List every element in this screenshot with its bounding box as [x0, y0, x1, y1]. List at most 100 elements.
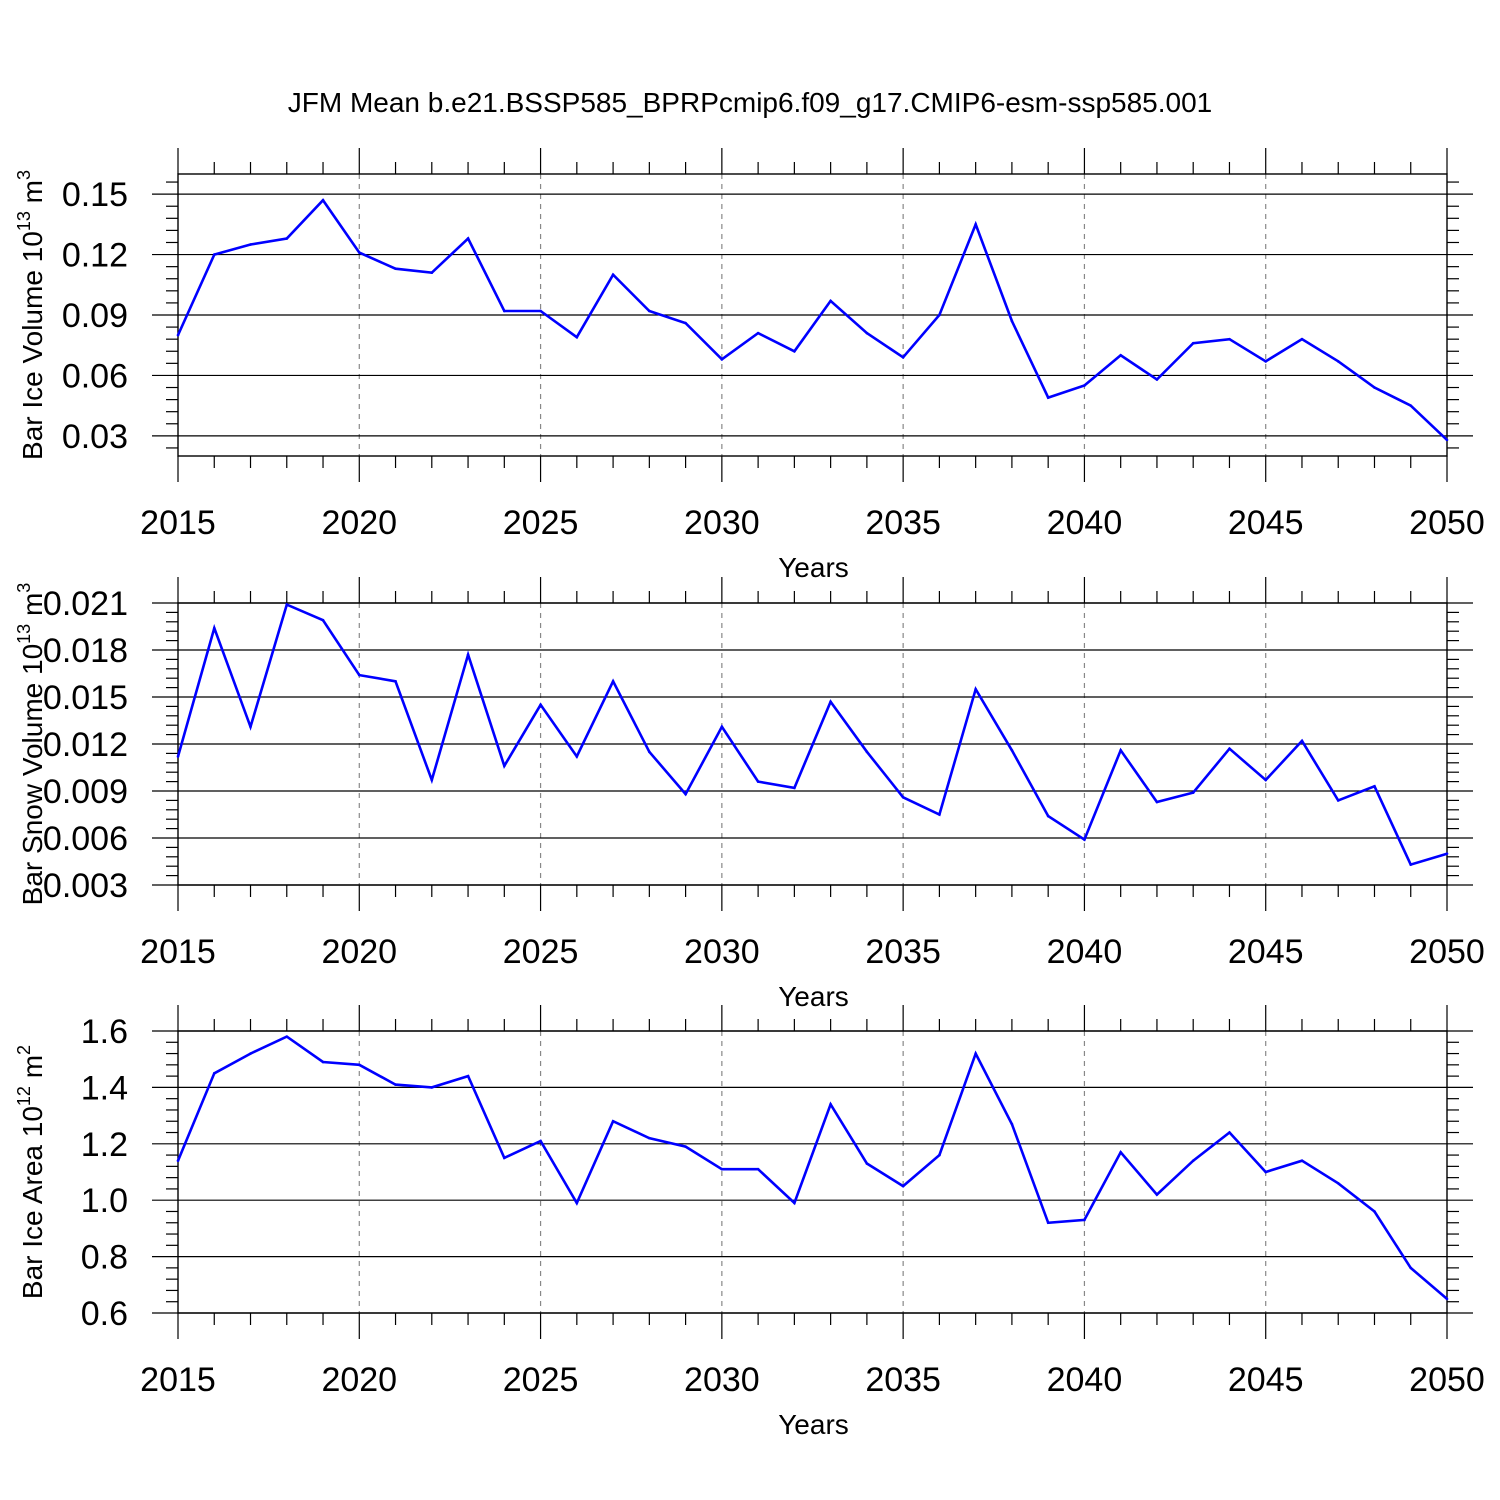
- data-point: [285, 237, 289, 240]
- x-tick-label: 2025: [503, 1361, 579, 1399]
- y-tick-label: 1.6: [81, 1013, 128, 1051]
- data-point: [865, 750, 869, 754]
- data-point: [1300, 739, 1304, 743]
- data-point: [176, 755, 180, 758]
- y-axis-label: Bar Ice Area 1012 m2: [14, 1045, 48, 1299]
- data-point: [865, 1162, 869, 1165]
- data-point: [1300, 1159, 1304, 1163]
- y-axis-label-text: m: [17, 593, 48, 624]
- data-point: [720, 725, 724, 729]
- data-point: [901, 356, 905, 359]
- y-tick-label: 0.03: [62, 418, 128, 456]
- series-line: [176, 198, 1448, 441]
- data-point: [1083, 384, 1086, 387]
- data-point: [1046, 814, 1050, 818]
- x-axis-label: Years: [778, 552, 849, 583]
- data-point: [901, 795, 905, 799]
- y-tick-label: 1.4: [81, 1069, 128, 1107]
- data-point: [394, 680, 397, 683]
- x-tick-label: 2040: [1047, 504, 1123, 542]
- data-point: [1264, 1170, 1268, 1174]
- data-point: [430, 778, 434, 782]
- data-point: [684, 1145, 687, 1148]
- y-axis-label-superscript: 12: [14, 1086, 34, 1106]
- data-point: [756, 331, 760, 335]
- data-point: [648, 309, 651, 313]
- data-point: [1409, 1266, 1413, 1270]
- data-point: [1191, 341, 1195, 345]
- plot-frame: [177, 1030, 1448, 1314]
- data-point: [611, 273, 615, 277]
- y-tick-label: 0.012: [43, 726, 128, 764]
- x-axis-label: Years: [778, 1409, 849, 1440]
- data-point: [1445, 852, 1449, 855]
- data-point: [1373, 386, 1376, 389]
- data-point: [829, 1103, 832, 1106]
- data-point: [793, 1201, 796, 1205]
- data-point: [938, 313, 941, 317]
- data-point: [575, 335, 579, 339]
- data-point: [575, 1201, 579, 1205]
- data-point: [430, 1086, 434, 1089]
- y-tick-label: 1.2: [81, 1126, 128, 1164]
- data-point: [793, 786, 796, 790]
- y-axis-label-superscript: 3: [14, 170, 34, 180]
- y-tick-label: 0.015: [43, 679, 128, 717]
- y-tick-label: 0.018: [43, 632, 128, 670]
- data-point: [1409, 863, 1413, 866]
- data-point: [1010, 319, 1014, 323]
- data-point: [1445, 438, 1449, 442]
- series-line: [176, 1035, 1448, 1300]
- y-tick-label: 0.009: [43, 773, 128, 811]
- data-point: [466, 237, 470, 240]
- data-point: [1191, 1159, 1195, 1163]
- data-point: [1409, 404, 1413, 407]
- x-tick-label: 2040: [1047, 933, 1123, 971]
- data-point: [539, 309, 542, 313]
- x-tick-label: 2025: [503, 504, 579, 542]
- data-point: [1336, 1181, 1340, 1185]
- x-tick-label: 2030: [684, 504, 760, 542]
- y-tick-label: 0.8: [81, 1239, 128, 1277]
- y-tick-label: 1.0: [81, 1182, 128, 1220]
- x-tick-label: 2045: [1228, 504, 1304, 542]
- x-tick-label: 2050: [1409, 504, 1485, 542]
- data-point: [394, 267, 397, 270]
- data-point: [1191, 791, 1195, 794]
- data-point: [865, 331, 869, 335]
- x-tick-label: 2020: [321, 504, 397, 542]
- data-point: [466, 1074, 470, 1078]
- data-point: [249, 243, 252, 246]
- y-tick-label: 0.06: [62, 357, 128, 395]
- data-point: [793, 349, 796, 353]
- y-tick-label: 0.003: [43, 867, 128, 905]
- data-point: [1155, 1193, 1159, 1196]
- panel-3: 0.6 0.8 1.0 1.2 1.4 1.6 2015 2020 2025 2030 2035 20…: [14, 1005, 1485, 1440]
- y-axis-label-text: m: [17, 180, 48, 211]
- data-point: [212, 253, 216, 256]
- data-point: [1046, 1221, 1050, 1225]
- data-point: [1373, 1210, 1376, 1213]
- y-tick-label: 0.021: [43, 585, 128, 623]
- data-point: [1083, 838, 1086, 841]
- data-point: [1155, 378, 1159, 381]
- data-point: [938, 1153, 941, 1157]
- x-tick-label: 2035: [865, 933, 941, 971]
- y-tick-label: 0.15: [62, 176, 128, 214]
- data-point: [503, 1156, 506, 1160]
- data-point: [829, 299, 832, 303]
- data-point: [974, 687, 977, 691]
- data-point: [212, 626, 216, 630]
- y-axis-label-text: Bar Ice Area 10: [17, 1106, 48, 1299]
- y-axis-label: Bar Snow Volume 1013 m3: [14, 583, 48, 906]
- data-point: [648, 750, 651, 754]
- y-axis-label-text: Bar Ice Volume 10: [17, 231, 48, 460]
- data-point: [974, 223, 977, 226]
- panel-2: 0.003 0.006 0.009 0.012 0.015 0.018 0.021 2015 2…: [14, 577, 1485, 1012]
- y-tick-label: 0.006: [43, 820, 128, 858]
- y-tick-label: 0.6: [81, 1295, 128, 1333]
- chart-title: JFM Mean b.e21.BSSP585_BPRPcmip6.f09_g17…: [288, 87, 1212, 118]
- data-point: [938, 813, 941, 816]
- data-point: [1010, 748, 1014, 752]
